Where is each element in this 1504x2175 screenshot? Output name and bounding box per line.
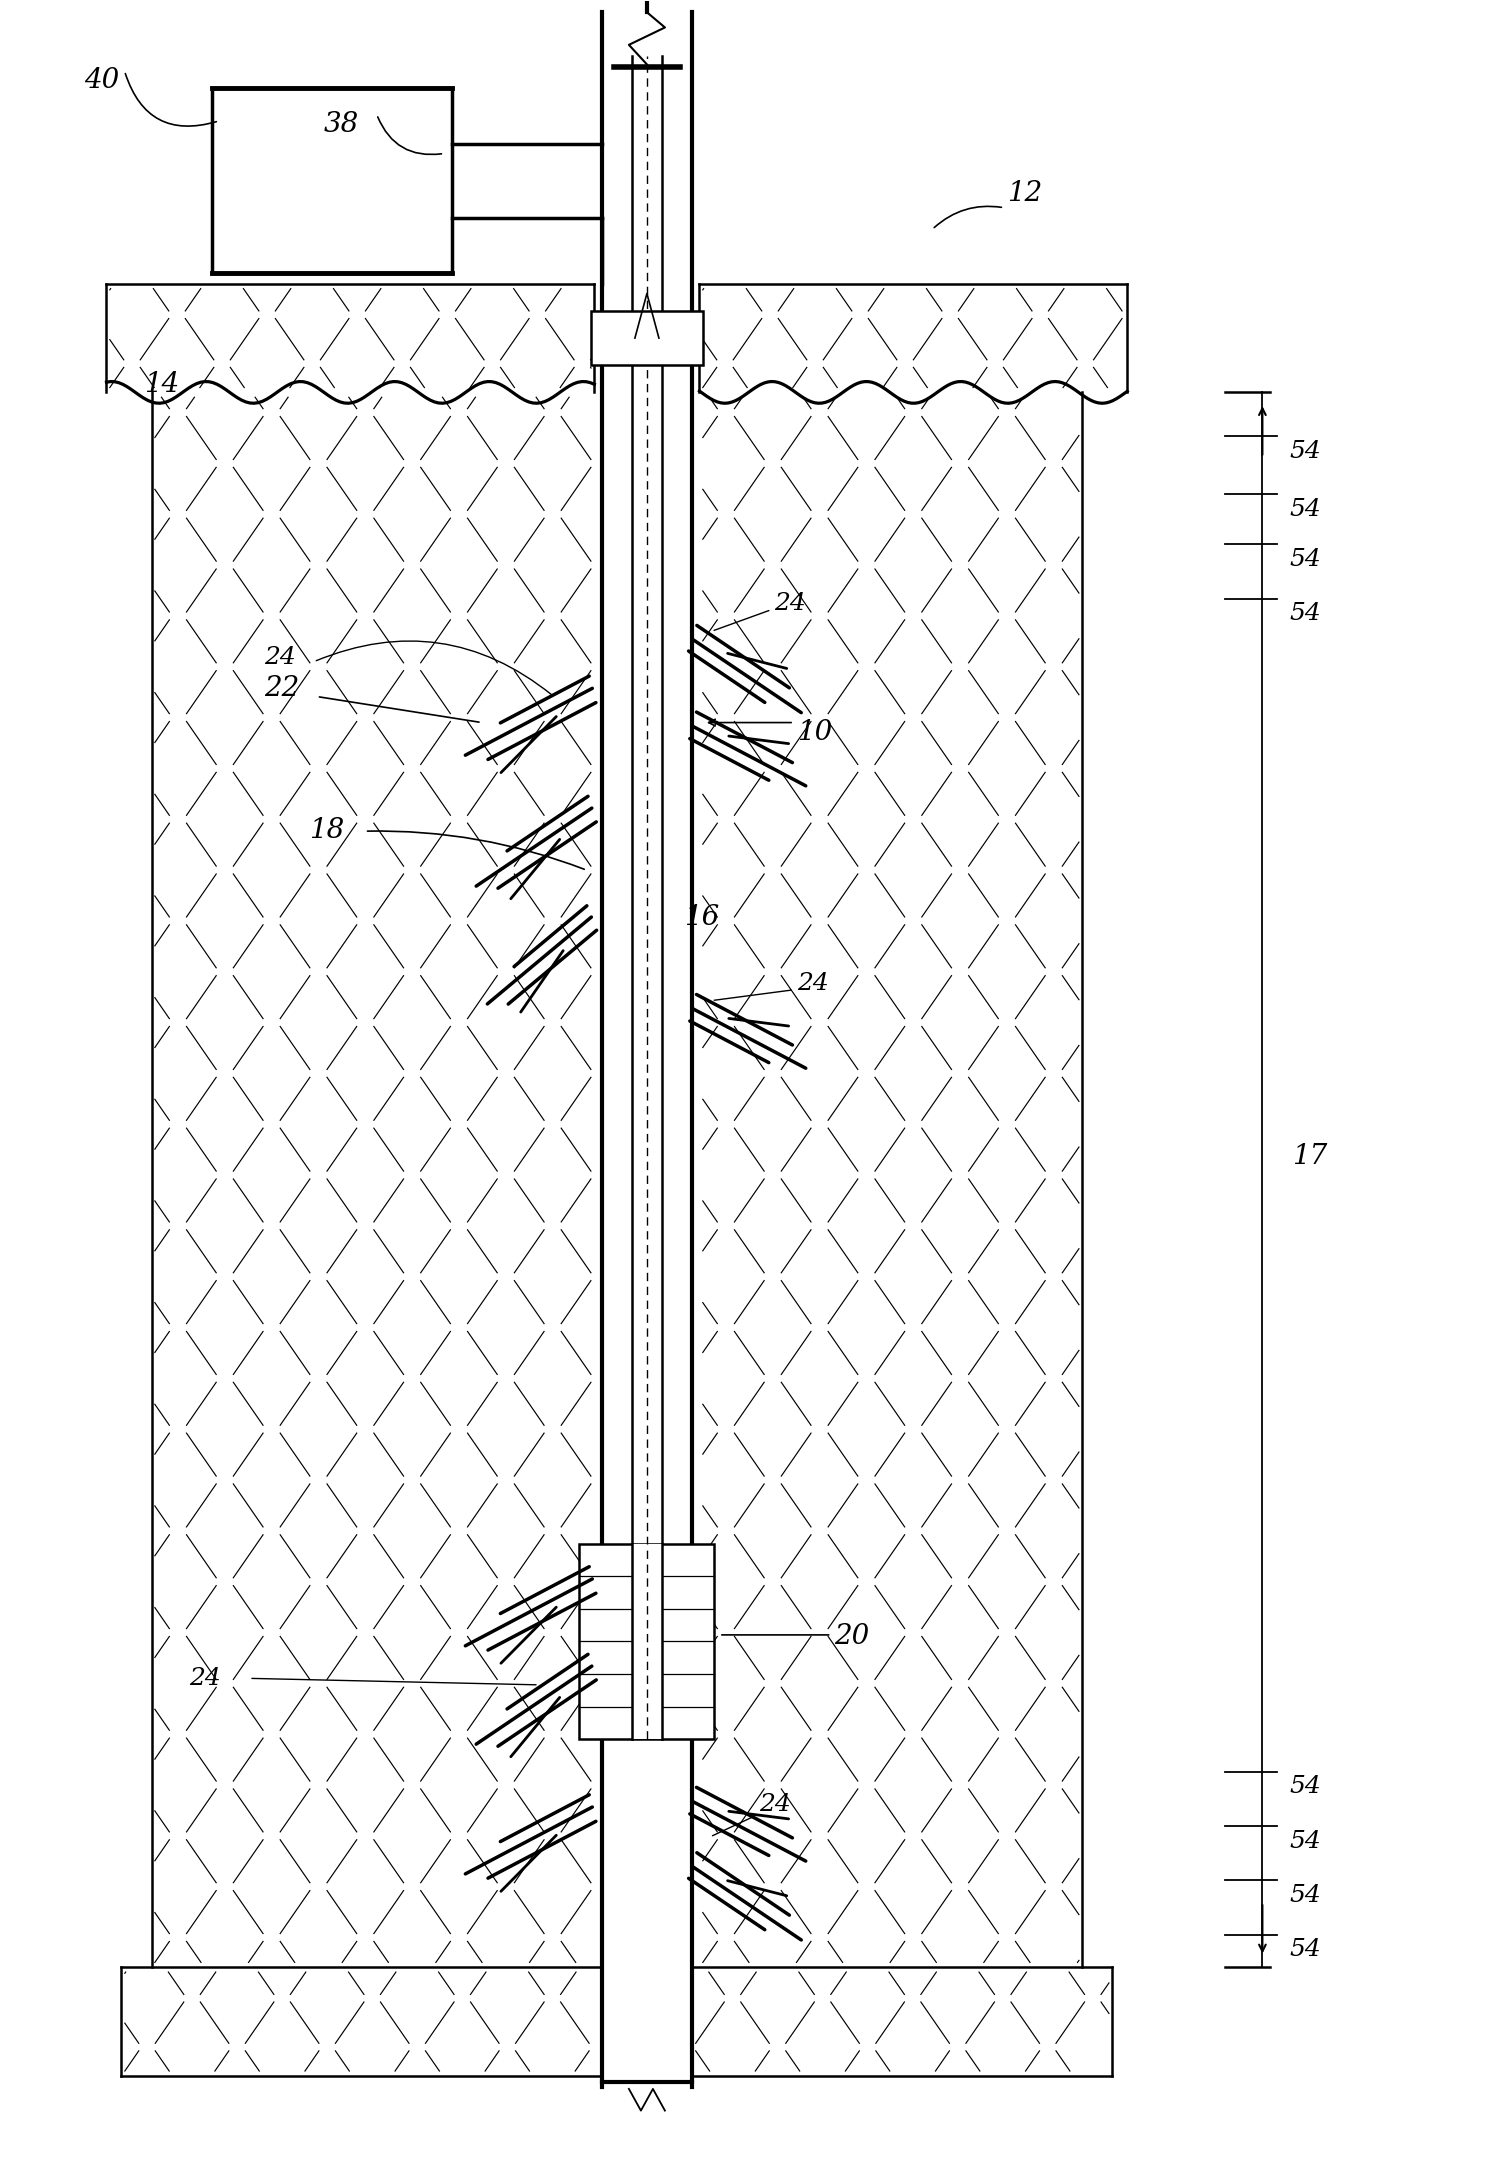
Bar [212,89,451,272]
Text: 54: 54 [1289,1775,1321,1799]
Text: 24: 24 [797,972,829,994]
Bar [699,283,1128,392]
Bar [699,392,1083,1966]
Bar [602,13,692,2086]
Bar [632,1544,662,1740]
Text: 40: 40 [84,67,119,94]
Bar [591,311,704,365]
Bar [152,392,594,1966]
Text: 54: 54 [1289,548,1321,572]
Text: 24: 24 [775,592,806,616]
Text: 54: 54 [1289,498,1321,522]
Text: 10: 10 [797,720,832,746]
Text: 54: 54 [1289,439,1321,463]
Bar [122,1966,1113,2075]
Text: 18: 18 [310,816,344,844]
Bar [107,283,594,392]
Text: 24: 24 [265,646,296,670]
Text: 22: 22 [265,676,299,703]
Text: 12: 12 [1008,181,1042,207]
Text: 16: 16 [684,903,720,931]
Text: 54: 54 [1289,1938,1321,1962]
Text: 14: 14 [144,372,179,398]
Text: 17: 17 [1292,1142,1328,1170]
Text: 54: 54 [1289,1884,1321,1907]
Text: 24: 24 [760,1792,791,1816]
Text: 20: 20 [835,1623,869,1649]
Text: 24: 24 [190,1666,221,1690]
Bar [579,1544,714,1740]
Text: 54: 54 [1289,1829,1321,1853]
Text: 54: 54 [1289,602,1321,626]
Text: 38: 38 [325,111,359,137]
